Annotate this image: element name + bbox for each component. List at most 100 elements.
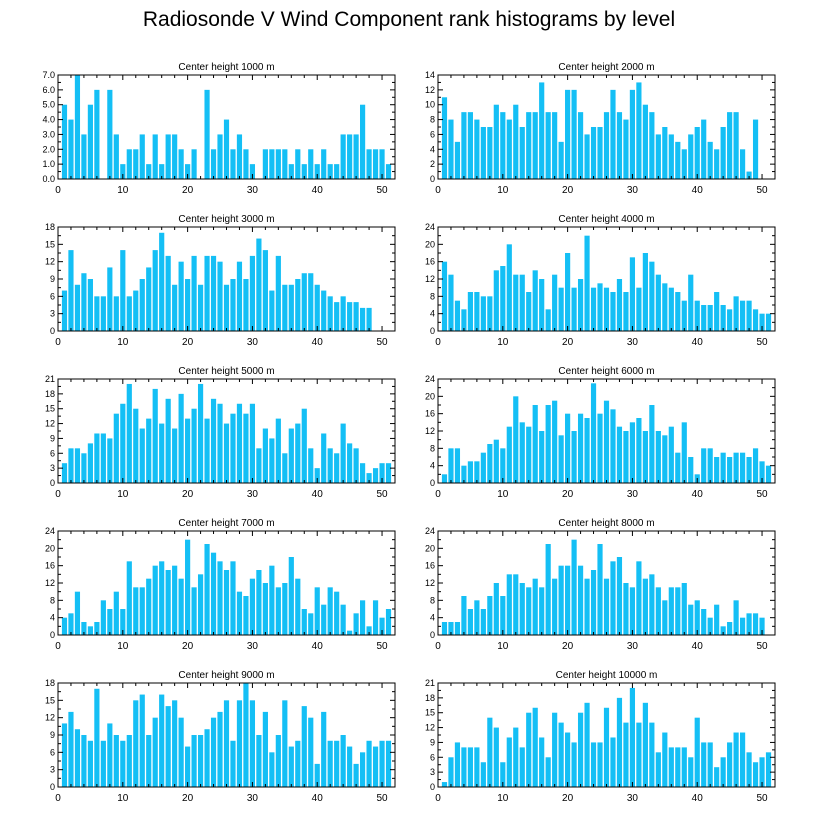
y-tick-label: 20 <box>425 543 435 553</box>
histogram-bar <box>500 448 506 483</box>
histogram-bar <box>372 149 379 179</box>
histogram-bar <box>467 747 473 787</box>
histogram-bar <box>500 762 506 787</box>
x-tick-label: 30 <box>247 489 259 500</box>
y-tick-label: 4 <box>430 461 435 471</box>
histogram-bar <box>275 255 281 331</box>
histogram-bar <box>759 461 765 483</box>
histogram-bar <box>714 604 720 635</box>
histogram-bar <box>668 587 674 635</box>
histogram-bar <box>133 587 139 635</box>
histogram-panel: Center height 6000 m 0 10 20 30 40 50 0 4 8 12 16 20… <box>425 366 776 500</box>
histogram-bar <box>314 164 320 179</box>
histogram-bar <box>353 134 359 179</box>
histogram-bar <box>159 561 165 635</box>
histogram-bar <box>649 112 655 179</box>
x-tick-label: 20 <box>562 641 574 652</box>
histogram-bar <box>204 729 210 787</box>
histogram-bar <box>629 89 636 179</box>
y-tick-label: 12 <box>425 578 435 588</box>
histogram-bar <box>441 261 448 331</box>
histogram-bar <box>372 746 379 787</box>
histogram-bar <box>217 711 223 787</box>
histogram-bar <box>94 433 100 483</box>
histogram-bar <box>191 255 197 331</box>
histogram-bar <box>172 284 178 331</box>
histogram-bar <box>191 408 197 483</box>
histogram-bar <box>197 574 204 635</box>
histogram-bar <box>519 747 525 787</box>
histogram-bar <box>623 431 629 483</box>
y-tick-label: 5.0 <box>42 100 55 110</box>
histogram-bar <box>178 578 184 635</box>
histogram-bar <box>675 747 681 787</box>
histogram-bar <box>340 604 346 635</box>
histogram-bar <box>197 383 204 483</box>
histogram-bar <box>100 433 106 483</box>
histogram-bar <box>513 104 519 179</box>
histogram-bar <box>733 112 739 179</box>
histogram-bar <box>334 164 340 179</box>
histogram-bar <box>223 119 230 179</box>
histogram-bar <box>688 604 694 635</box>
histogram-bar <box>262 149 268 179</box>
histogram-bar <box>327 587 333 635</box>
x-tick-label: 20 <box>562 793 574 804</box>
histogram-bar <box>120 250 126 331</box>
histogram-bar <box>256 448 262 483</box>
histogram-bar <box>506 244 512 331</box>
histogram-bar <box>81 273 87 331</box>
histogram-panel: Center height 10000 m 0 10 20 30 40 50 0 3 6 9 12 15… <box>425 670 776 804</box>
histogram-bar <box>210 717 217 787</box>
histogram-bar <box>340 296 346 331</box>
histogram-bar <box>603 578 610 635</box>
histogram-bar <box>701 305 707 331</box>
histogram-bar <box>493 270 499 331</box>
histogram-bar <box>506 737 512 787</box>
y-tick-label: 12 <box>45 419 55 429</box>
histogram-bar <box>379 617 385 635</box>
histogram-bar <box>172 700 178 787</box>
histogram-bar <box>487 296 493 331</box>
x-tick-label: 10 <box>497 793 509 804</box>
histogram-bar <box>765 313 772 331</box>
histogram-bar <box>610 89 616 179</box>
histogram-bar <box>146 418 152 483</box>
histogram-bar <box>597 544 603 635</box>
histogram-bar <box>740 300 746 331</box>
histogram-bar <box>327 740 333 787</box>
histogram-bar <box>597 127 603 179</box>
histogram-bar <box>454 622 461 635</box>
x-tick-label: 40 <box>312 185 324 196</box>
histogram-bar <box>366 473 372 483</box>
histogram-bar <box>636 287 642 331</box>
histogram-bar <box>379 463 385 483</box>
histogram-bar <box>61 723 68 787</box>
histogram-bar <box>565 89 571 179</box>
histogram-bar <box>146 578 152 635</box>
x-tick-label: 0 <box>435 337 441 348</box>
histogram-bar <box>301 164 307 179</box>
histogram-bar <box>353 302 359 331</box>
panel-title: Center height 10000 m <box>556 670 658 681</box>
histogram-bar <box>146 735 152 787</box>
y-tick-label: 16 <box>425 561 435 571</box>
histogram-bar <box>733 296 739 331</box>
histogram-bar <box>366 307 372 331</box>
histogram-bar <box>733 452 739 483</box>
y-tick-label: 14 <box>425 70 435 80</box>
histogram-bar <box>159 694 165 787</box>
histogram-bar <box>448 448 454 483</box>
histogram-bar <box>262 250 268 331</box>
histogram-bar <box>461 309 467 331</box>
y-tick-label: 18 <box>45 389 55 399</box>
y-tick-label: 8 <box>430 115 435 125</box>
histogram-bar <box>139 694 145 787</box>
histogram-bar <box>545 544 551 635</box>
histogram-bar <box>353 448 359 483</box>
histogram-bar <box>178 393 184 483</box>
histogram-bar <box>107 438 113 483</box>
histogram-bar <box>269 565 275 635</box>
histogram-bar <box>68 250 74 331</box>
histogram-bar <box>275 587 281 635</box>
